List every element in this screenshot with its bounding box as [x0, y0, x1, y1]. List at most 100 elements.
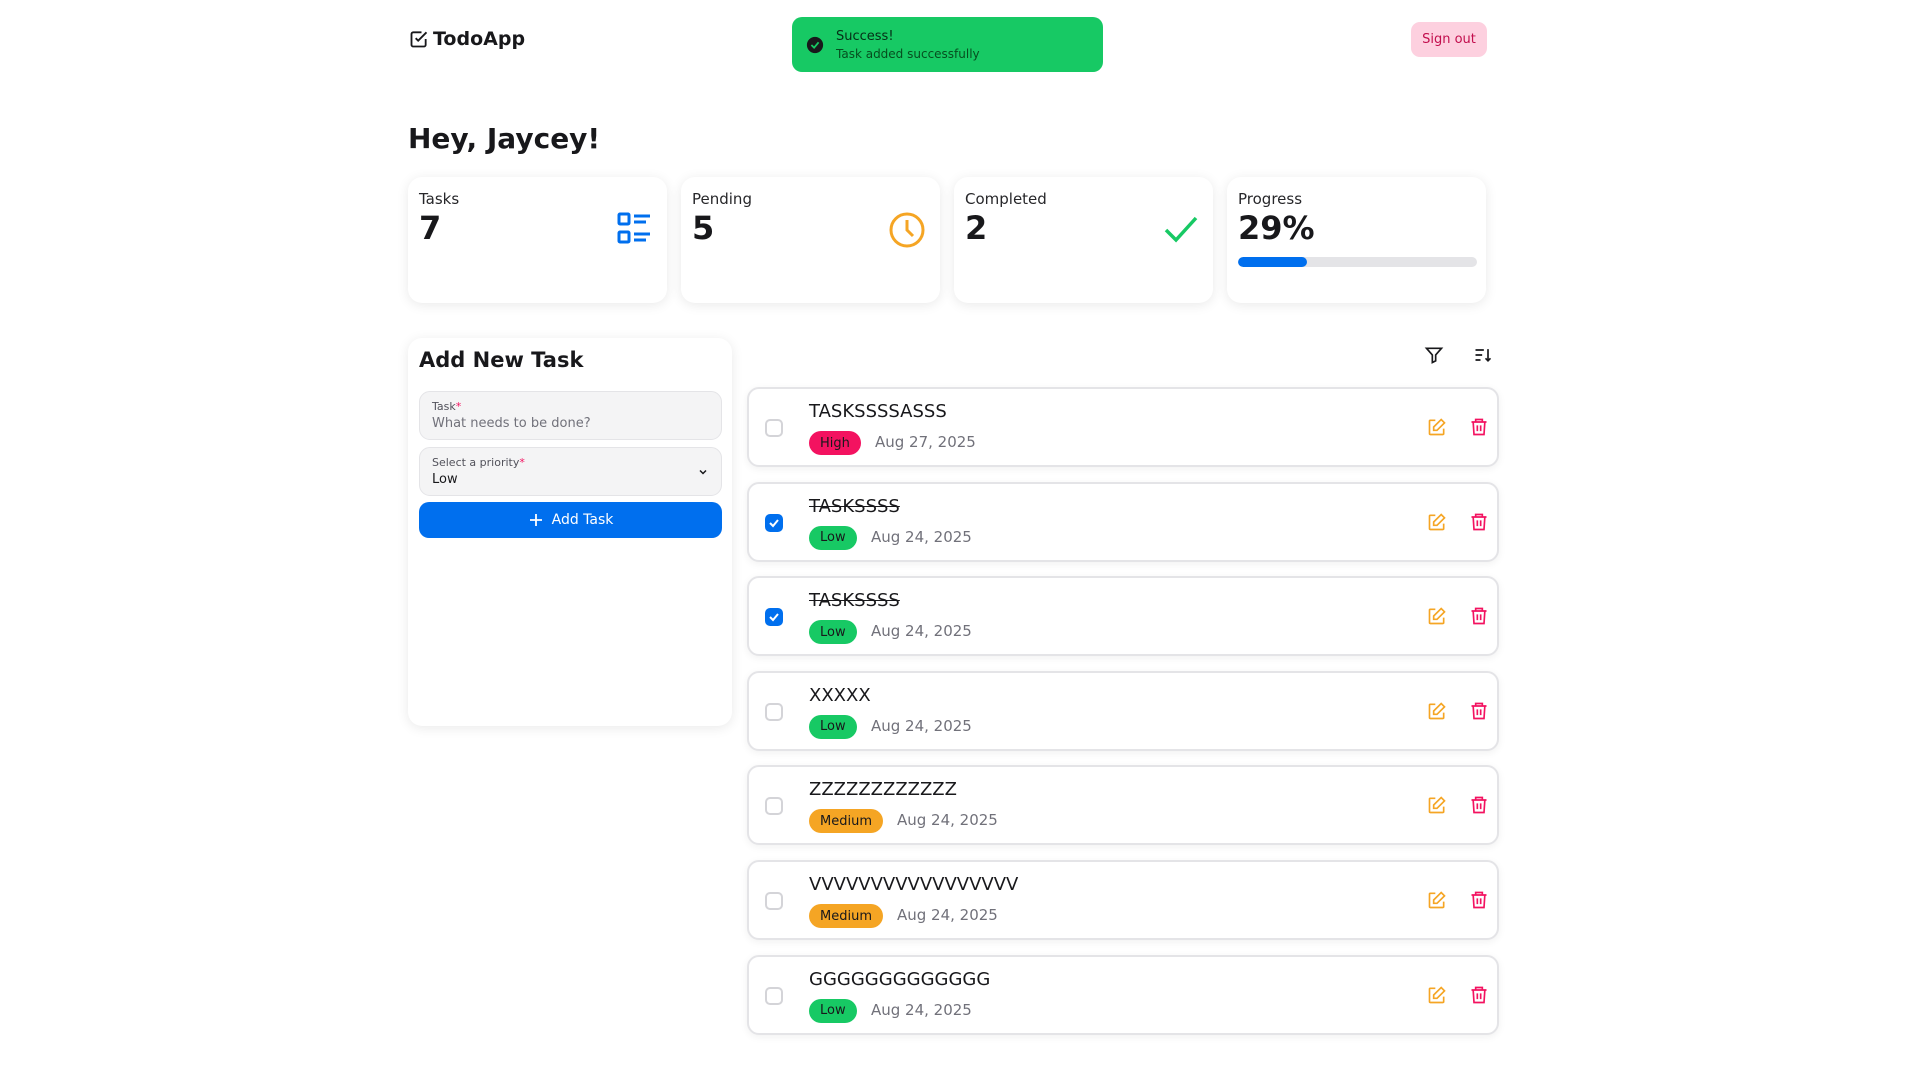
delete-button[interactable]	[1469, 417, 1489, 441]
stat-card: Progress 29%	[1227, 177, 1486, 303]
stat-value: 5	[692, 209, 715, 247]
edit-button[interactable]	[1427, 985, 1447, 1009]
add-task-text: Add Task	[551, 512, 614, 528]
task-date: Aug 24, 2025	[871, 622, 972, 641]
priority-badge: Low	[809, 525, 857, 550]
delete-icon	[1471, 702, 1487, 720]
task-checkbox[interactable]	[765, 986, 783, 1005]
stat-value: 2	[965, 209, 988, 247]
stat-label: Progress	[1238, 190, 1303, 208]
edit-icon	[1428, 702, 1446, 720]
logo-icon	[410, 31, 428, 48]
task-title: ZZZZZZZZZZZZ	[809, 779, 957, 801]
task-placeholder: What needs to be done?	[432, 416, 591, 431]
task-checkbox[interactable]	[765, 608, 783, 627]
delete-icon	[1471, 607, 1487, 625]
plus-icon	[529, 514, 542, 526]
task-row: ZZZZZZZZZZZZ Medium Aug 24, 2025	[747, 765, 1499, 846]
task-row: TASKSSSS Low Aug 24, 2025	[747, 576, 1499, 657]
logo-text: TodoApp	[433, 28, 526, 50]
task-title: XXXXX	[809, 684, 871, 706]
task-row: VVVVVVVVVVVVVVVVV Medium Aug 24, 2025	[747, 860, 1499, 940]
edit-button[interactable]	[1427, 417, 1447, 441]
edit-button[interactable]	[1427, 795, 1447, 819]
task-checkbox[interactable]	[765, 419, 783, 437]
edit-icon	[1428, 796, 1446, 814]
task-row: TASKSSSS Low Aug 24, 2025	[747, 481, 1499, 562]
stat-value: 7	[419, 209, 442, 247]
delete-icon	[1471, 797, 1487, 814]
delete-icon	[1471, 891, 1487, 909]
delete-icon	[1471, 986, 1487, 1003]
task-checkbox[interactable]	[765, 797, 783, 816]
task-title: TASKSSSS	[809, 590, 900, 612]
task-label: Task	[432, 400, 456, 413]
priority-badge: High	[809, 431, 861, 455]
stat-value: 29%	[1238, 209, 1315, 247]
add-task-form: Add New Task Task* What needs to be done…	[408, 338, 732, 726]
clock-icon	[889, 212, 925, 248]
add-task-button[interactable]: Add Task	[419, 502, 722, 538]
sign-out-button[interactable]: Sign out	[1411, 22, 1487, 57]
sort-button[interactable]	[1473, 345, 1493, 365]
delete-button[interactable]	[1469, 890, 1489, 914]
edit-icon	[1428, 891, 1446, 909]
task-checkbox[interactable]	[765, 513, 783, 532]
stat-label: Pending	[692, 190, 752, 208]
required-mark: *	[455, 400, 462, 413]
toast: Success! Task added successfully	[792, 17, 1103, 72]
task-title: TASKSSSSASSS	[809, 401, 947, 422]
priority-badge: Low	[809, 998, 857, 1023]
task-date: Aug 24, 2025	[871, 1000, 972, 1019]
chevron	[699, 469, 707, 475]
task-date: Aug 24, 2025	[897, 906, 998, 924]
required-mark: *	[519, 456, 525, 469]
stat-label: Completed	[965, 190, 1047, 208]
edit-button[interactable]	[1427, 606, 1447, 630]
delete-icon	[1471, 418, 1487, 436]
priority-value: Low	[432, 472, 458, 487]
logo[interactable]: TodoApp	[409, 28, 525, 50]
task-date: Aug 27, 2025	[875, 433, 976, 451]
priority-badge: Low	[809, 620, 857, 645]
delete-button[interactable]	[1469, 795, 1489, 819]
task-date: Aug 24, 2025	[871, 527, 972, 546]
toast-title: Success!	[836, 28, 894, 44]
task-row: XXXXX Low Aug 24, 2025	[747, 670, 1499, 751]
task-checkbox[interactable]	[765, 702, 783, 721]
task-checkbox[interactable]	[765, 892, 783, 910]
task-title: VVVVVVVVVVVVVVVVV	[809, 874, 1019, 895]
stat-card: Completed 2	[954, 177, 1213, 303]
edit-button[interactable]	[1427, 512, 1447, 536]
delete-button[interactable]	[1469, 701, 1489, 725]
form-title: Add New Task	[419, 348, 584, 372]
task-title: GGGGGGGGGGGGG	[809, 968, 991, 990]
stat-card: Tasks 7	[408, 177, 667, 303]
edit-icon	[1428, 512, 1446, 530]
delete-button[interactable]	[1469, 512, 1489, 536]
task-input[interactable]: Task* What needs to be done?	[419, 391, 722, 440]
edit-icon	[1428, 985, 1446, 1003]
check-icon	[1164, 216, 1198, 243]
task-date: Aug 24, 2025	[871, 716, 972, 735]
priority-badge: Medium	[809, 904, 883, 928]
progress-fill	[1238, 257, 1308, 267]
greeting: Hey, Jaycey!	[408, 122, 601, 155]
delete-button[interactable]	[1469, 606, 1489, 630]
edit-icon	[1428, 607, 1446, 625]
edit-button[interactable]	[1427, 890, 1447, 914]
priority-select[interactable]: Select a priority* Low	[419, 447, 722, 496]
task-row: TASKSSSSASSS High Aug 27, 2025	[747, 387, 1499, 467]
filter-button[interactable]	[1424, 345, 1444, 365]
priority-badge: Low	[809, 714, 857, 739]
toast-message: Task added successfully	[836, 46, 980, 61]
edit-button[interactable]	[1427, 701, 1447, 725]
delete-button[interactable]	[1469, 985, 1489, 1009]
priority-badge: Medium	[809, 809, 883, 834]
task-date: Aug 24, 2025	[897, 811, 998, 830]
toast-icon	[806, 36, 824, 53]
progress-track	[1238, 257, 1477, 267]
priority-label: Select a priority	[432, 456, 520, 469]
task-title: TASKSSSS	[809, 495, 900, 517]
